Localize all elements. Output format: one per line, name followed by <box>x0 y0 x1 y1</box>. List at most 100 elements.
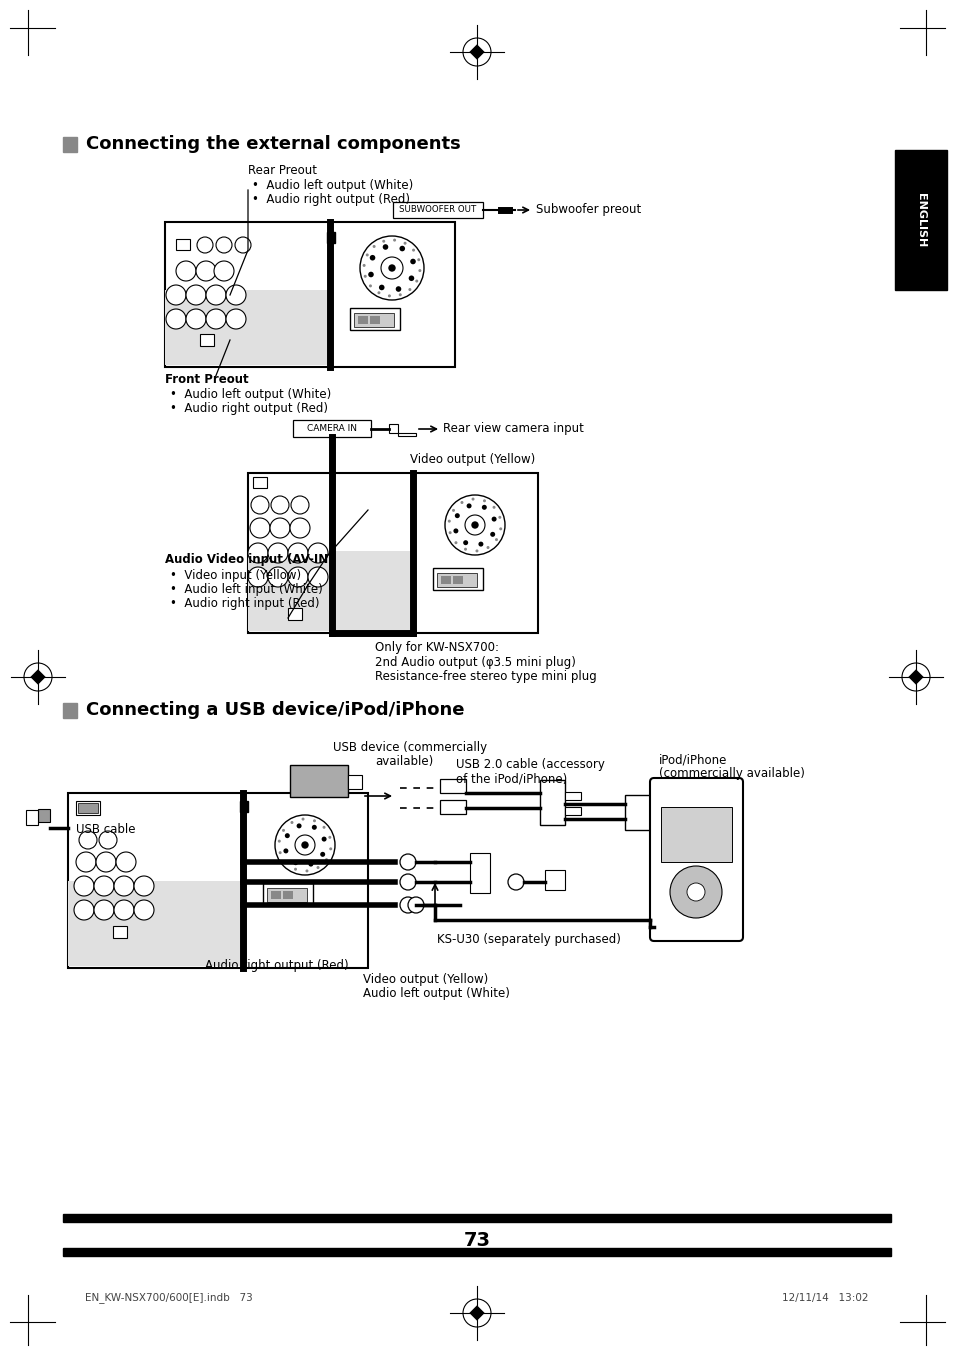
Text: •  Audio left input (White): • Audio left input (White) <box>170 584 322 597</box>
Circle shape <box>490 532 495 536</box>
Bar <box>894 150 946 290</box>
Circle shape <box>282 829 285 831</box>
Circle shape <box>373 245 375 248</box>
Circle shape <box>328 835 331 839</box>
Text: CAMERA IN: CAMERA IN <box>307 425 356 433</box>
Text: •  Audio left output (White): • Audio left output (White) <box>170 389 331 402</box>
Circle shape <box>268 543 288 563</box>
Circle shape <box>389 265 395 271</box>
Circle shape <box>507 873 523 890</box>
Text: available): available) <box>375 756 433 769</box>
Circle shape <box>448 531 451 535</box>
Bar <box>253 477 267 487</box>
Circle shape <box>491 517 497 521</box>
Circle shape <box>378 284 384 290</box>
Circle shape <box>294 868 296 871</box>
Text: Front Preout: Front Preout <box>165 374 249 386</box>
Bar <box>271 891 281 899</box>
Circle shape <box>444 496 504 555</box>
Circle shape <box>290 821 294 825</box>
Circle shape <box>393 238 395 241</box>
Bar <box>63 137 77 152</box>
Bar <box>348 774 361 789</box>
Bar <box>288 608 302 620</box>
Circle shape <box>452 509 455 512</box>
Circle shape <box>308 543 328 563</box>
Bar <box>290 765 348 798</box>
Circle shape <box>213 261 233 282</box>
Circle shape <box>388 294 391 298</box>
Circle shape <box>290 519 310 538</box>
Bar <box>175 240 190 250</box>
Text: ENGLISH: ENGLISH <box>915 192 925 248</box>
Circle shape <box>410 259 416 264</box>
Circle shape <box>94 900 113 919</box>
Circle shape <box>418 269 421 272</box>
Circle shape <box>399 873 416 890</box>
Bar <box>243 793 368 968</box>
Circle shape <box>302 842 308 848</box>
Circle shape <box>166 284 186 305</box>
Circle shape <box>475 550 478 552</box>
Bar <box>165 290 328 366</box>
Circle shape <box>284 861 287 864</box>
Bar <box>354 313 394 328</box>
Bar <box>439 800 465 814</box>
Bar <box>436 573 476 588</box>
Circle shape <box>313 819 315 822</box>
Circle shape <box>481 505 486 510</box>
Text: EN_KW-NSX700/600[E].indb   73: EN_KW-NSX700/600[E].indb 73 <box>85 1293 253 1304</box>
Bar <box>283 891 293 899</box>
Circle shape <box>403 242 406 245</box>
Circle shape <box>196 237 213 253</box>
Bar <box>112 926 127 938</box>
Bar <box>350 307 399 330</box>
Circle shape <box>325 858 328 861</box>
Circle shape <box>270 519 290 538</box>
Text: KS-U30 (separately purchased): KS-U30 (separately purchased) <box>436 933 620 946</box>
Circle shape <box>471 497 474 501</box>
Circle shape <box>363 275 366 278</box>
Circle shape <box>321 837 326 842</box>
Circle shape <box>398 294 401 297</box>
Circle shape <box>278 852 281 854</box>
Circle shape <box>113 876 133 896</box>
Bar <box>267 888 307 902</box>
Circle shape <box>74 876 94 896</box>
Circle shape <box>291 496 309 515</box>
Circle shape <box>116 852 136 872</box>
Circle shape <box>322 826 325 829</box>
Circle shape <box>377 291 380 294</box>
Circle shape <box>359 236 423 301</box>
Circle shape <box>248 567 268 588</box>
Circle shape <box>497 516 501 519</box>
Bar <box>63 1215 890 1223</box>
Bar <box>76 802 100 815</box>
Text: Only for KW-NSX700:: Only for KW-NSX700: <box>375 642 498 654</box>
Bar <box>539 780 564 825</box>
Circle shape <box>293 860 298 865</box>
Text: SUBWOOFER OUT: SUBWOOFER OUT <box>399 206 476 214</box>
Circle shape <box>455 513 459 519</box>
Circle shape <box>382 240 385 242</box>
Bar <box>293 420 371 437</box>
Bar <box>544 871 564 890</box>
Bar <box>38 808 50 822</box>
Circle shape <box>495 538 497 542</box>
Text: Connecting the external components: Connecting the external components <box>86 135 460 153</box>
Circle shape <box>669 867 721 918</box>
Circle shape <box>408 896 423 913</box>
Text: •  Audio right output (Red): • Audio right output (Red) <box>170 402 328 416</box>
Bar <box>63 703 77 718</box>
Text: 12/11/14   13:02: 12/11/14 13:02 <box>781 1293 868 1303</box>
Text: •  Audio left output (White): • Audio left output (White) <box>252 179 413 191</box>
Circle shape <box>477 542 483 547</box>
Circle shape <box>283 849 288 853</box>
Text: of the iPod/iPhone): of the iPod/iPhone) <box>456 773 567 785</box>
Circle shape <box>408 288 411 291</box>
Bar <box>63 1248 890 1257</box>
Circle shape <box>329 848 332 850</box>
Circle shape <box>464 515 484 535</box>
Circle shape <box>472 523 477 528</box>
Circle shape <box>288 543 308 563</box>
